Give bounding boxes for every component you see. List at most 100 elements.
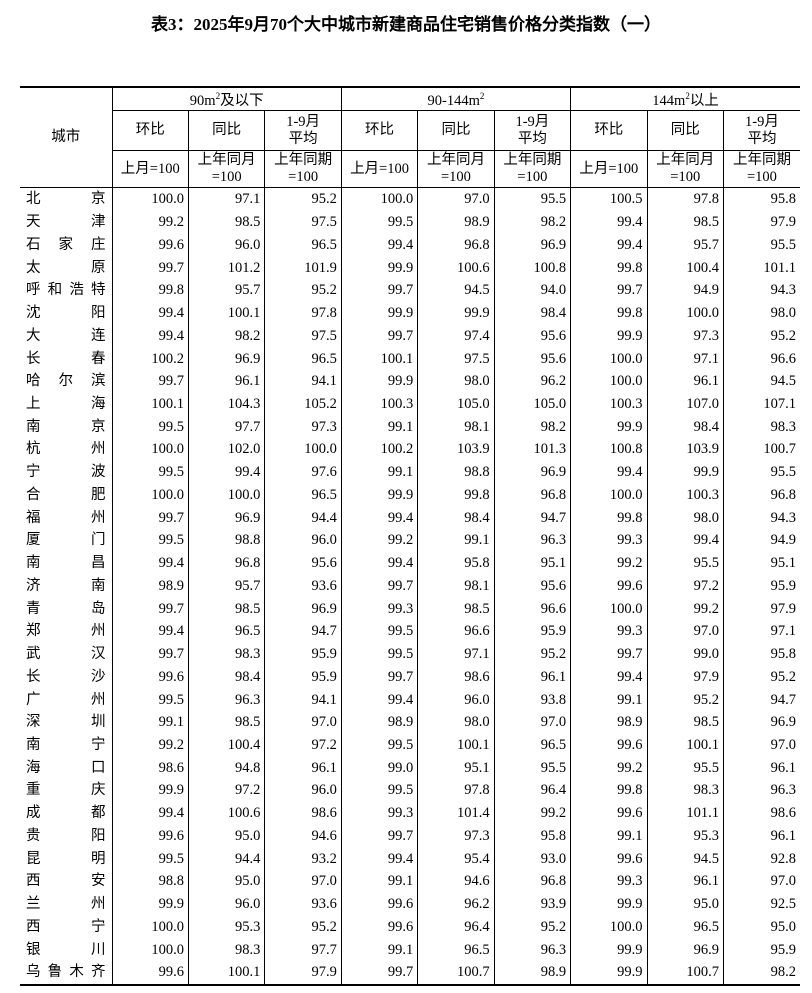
sub-header-line1: 环比 [365,122,395,138]
index-value: 99.6 [570,847,648,871]
index-value: 97.9 [264,960,342,986]
index-value: 97.9 [646,665,724,689]
index-value: 98.3 [722,415,800,439]
index-value: 99.5 [340,210,418,234]
group-header: 90-144m2 [340,86,572,111]
index-value: 99.8 [570,506,648,530]
index-value: 97.5 [264,210,342,234]
index-value: 97.1 [417,642,495,666]
index-value: 96.4 [493,779,571,802]
index-value: 98.3 [646,779,724,802]
city-name: 南 京 [26,418,106,435]
index-value: 98.4 [646,415,724,439]
index-value: 99.5 [111,415,189,439]
index-value: 99.8 [570,256,648,279]
index-value: 94.9 [722,529,800,552]
index-value: 107.1 [722,392,800,416]
index-value: 97.0 [722,870,800,893]
table-row: 宁 波 99.5 99.4 97.6 99.1 98.8 96.9 99.4 99.9 95.5 [20,460,800,484]
index-value: 96.9 [493,233,571,257]
index-value: 100.1 [340,347,418,370]
index-value: 92.5 [722,892,800,916]
index-value: 100.0 [570,483,648,507]
index-value: 99.7 [340,574,418,598]
table-row: 哈尔滨 99.7 96.1 94.1 99.9 98.0 96.2 100.0 96.1 94.5 [20,369,800,393]
index-value: 98.2 [187,324,265,348]
index-value: 98.0 [417,369,495,393]
base-header: 上年同期 =100 [722,150,800,188]
index-value: 92.8 [722,847,800,871]
index-value: 100.0 [570,347,648,370]
index-value: 96.1 [264,756,342,780]
index-value: 94.0 [493,278,571,302]
index-value: 99.9 [340,483,418,507]
table-row: 南 昌 99.4 96.8 95.6 99.4 95.8 95.1 99.2 95.5 95.1 [20,551,800,575]
index-value: 99.7 [111,506,189,530]
index-value: 96.8 [493,870,571,893]
table-row: 贵 阳 99.6 95.0 94.6 99.7 97.3 95.8 99.1 95.3 96.1 [20,824,800,848]
index-value: 98.6 [417,665,495,689]
table-row: 济 南 98.9 95.7 93.6 99.7 98.1 95.6 99.6 97.2 95.9 [20,574,800,598]
index-value: 94.7 [722,688,800,711]
index-value: 95.0 [646,892,724,916]
index-value: 100.7 [417,960,495,986]
index-value: 100.8 [570,438,648,461]
index-value: 94.3 [722,278,800,302]
sub-header-label: 1-9月平均 [286,113,321,147]
index-value: 95.9 [264,642,342,666]
index-value: 100.0 [111,438,189,461]
index-value: 100.5 [570,187,648,211]
index-value: 99.5 [340,779,418,802]
index-value: 98.1 [417,574,495,598]
index-value: 99.7 [111,369,189,393]
index-value: 99.0 [340,756,418,780]
index-value: 94.5 [646,847,724,871]
index-value: 97.8 [646,187,724,211]
city-name: 昆 明 [26,850,106,867]
index-value: 105.0 [417,392,495,416]
index-value: 98.8 [111,870,189,893]
base-header-line1: 上月=100 [120,160,180,177]
sub-header-line1: 1-9月 [515,113,550,130]
index-value: 95.8 [493,824,571,848]
index-value: 99.4 [646,529,724,552]
sub-header: 1-9月平均 [264,110,342,151]
index-value: 99.9 [570,938,648,961]
index-value: 99.5 [340,619,418,643]
index-value: 99.2 [111,733,189,757]
base-header-line2: =100 [517,169,548,185]
index-value: 100.0 [111,915,189,939]
index-value: 95.2 [493,642,571,666]
index-value: 99.9 [340,369,418,393]
base-header-line2: =100 [670,169,701,185]
sub-header: 环比 [112,110,189,151]
index-value: 94.6 [417,870,495,893]
index-value: 95.1 [722,551,800,575]
index-value: 100.3 [570,392,648,416]
index-value: 99.4 [111,324,189,348]
index-value: 99.9 [570,960,648,986]
table-row: 合 肥 100.0 100.0 96.5 99.9 99.8 96.8 100.0 100.3 9… [20,483,800,507]
group-label-suffix: 及以下 [220,92,264,109]
index-value: 95.0 [187,824,265,848]
index-value: 100.0 [111,483,189,507]
base-header-line2: =100 [440,169,471,185]
base-header-line2: =100 [211,169,242,185]
index-value: 107.0 [646,392,724,416]
index-value: 96.5 [493,733,571,757]
index-value: 99.4 [570,210,648,234]
base-header: 上年同月 =100 [187,150,266,188]
index-value: 99.9 [340,301,418,325]
price-index-table: 城市 90m2及以下 90-144m2 144m2以上 环比 同比 1-9月平均 环比 同比 1-… [20,86,800,986]
index-value: 99.1 [111,710,189,734]
index-value: 95.2 [264,278,342,302]
index-value: 99.4 [111,301,189,325]
index-value: 95.4 [417,847,495,871]
city-name: 呼和浩特 [26,282,106,299]
table-row: 北 京 100.0 97.1 95.2 100.0 97.0 95.5 100.5 97.8 95… [20,187,800,211]
index-value: 95.2 [722,324,800,348]
index-value: 94.4 [264,506,342,530]
index-value: 95.3 [187,915,265,939]
index-value: 97.1 [722,619,800,643]
index-value: 98.9 [417,210,495,234]
